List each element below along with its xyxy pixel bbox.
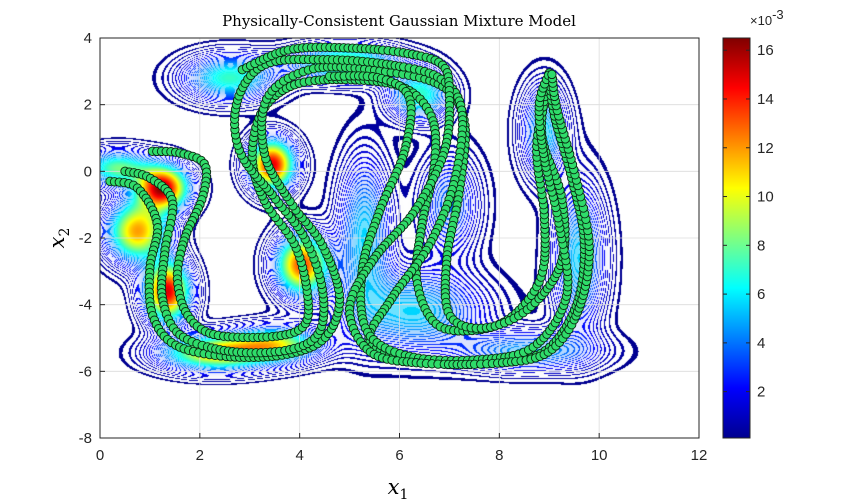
y-tick-label: -6 <box>79 363 92 380</box>
x-axis-label: x1 <box>388 475 409 501</box>
x-tick-label: 10 <box>591 447 608 464</box>
y-axis-ticks: 4 2 0 -2 -4 -6 -8 <box>79 30 105 447</box>
x-axis-label-main: x <box>388 475 400 499</box>
colorbar-exponent: ×10-3 <box>750 7 784 28</box>
colorbar-tick-label: 12 <box>757 140 774 157</box>
colorbar-tick-label: 4 <box>757 335 765 352</box>
colorbar-tick-label: 6 <box>757 286 765 303</box>
y-axis-label: x2 <box>45 228 73 249</box>
colorbar-tick-label: 8 <box>757 237 765 254</box>
svg-text:x1: x1 <box>388 475 409 501</box>
demonstration-point <box>547 69 557 80</box>
demonstration-5 <box>237 42 594 370</box>
y-tick-label: 4 <box>84 30 92 47</box>
y-tick-label: 2 <box>84 97 92 114</box>
x-tick-label: 6 <box>395 447 403 464</box>
x-tick-label: 8 <box>495 447 503 464</box>
colorbar-tick-label: 16 <box>757 42 774 59</box>
colorbar-gradient <box>722 37 751 439</box>
x-tick-label: 2 <box>196 447 204 464</box>
svg-text:x2: x2 <box>45 228 73 249</box>
x-axis-ticks: 0 2 4 6 8 10 12 <box>96 433 708 464</box>
y-tick-label: 0 <box>84 163 92 180</box>
colorbar-tick-label: 2 <box>757 384 765 401</box>
x-axis-label-sub: 1 <box>399 487 408 501</box>
y-tick-label: -2 <box>79 230 92 247</box>
colorbar: 16 14 12 10 8 6 4 2 ×10-3 <box>722 7 784 439</box>
y-axis-label-main: x <box>45 236 69 248</box>
x-tick-label: 12 <box>691 447 708 464</box>
x-tick-label: 4 <box>295 447 303 464</box>
colorbar-exponent-power: -3 <box>772 7 784 22</box>
colorbar-tick-label: 10 <box>757 189 774 206</box>
x-tick-label: 0 <box>96 447 104 464</box>
demonstration-trajectories <box>105 42 594 370</box>
y-tick-label: -8 <box>79 430 92 447</box>
y-axis-label-sub: 2 <box>57 228 73 237</box>
colorbar-exponent-base: ×10 <box>750 13 772 28</box>
colorbar-ticks: 16 14 12 10 8 6 4 2 <box>723 42 774 401</box>
y-tick-label: -4 <box>79 297 92 314</box>
chart-title: Physically-Consistent Gaussian Mixture M… <box>222 12 576 30</box>
colorbar-tick-label: 14 <box>757 91 774 108</box>
